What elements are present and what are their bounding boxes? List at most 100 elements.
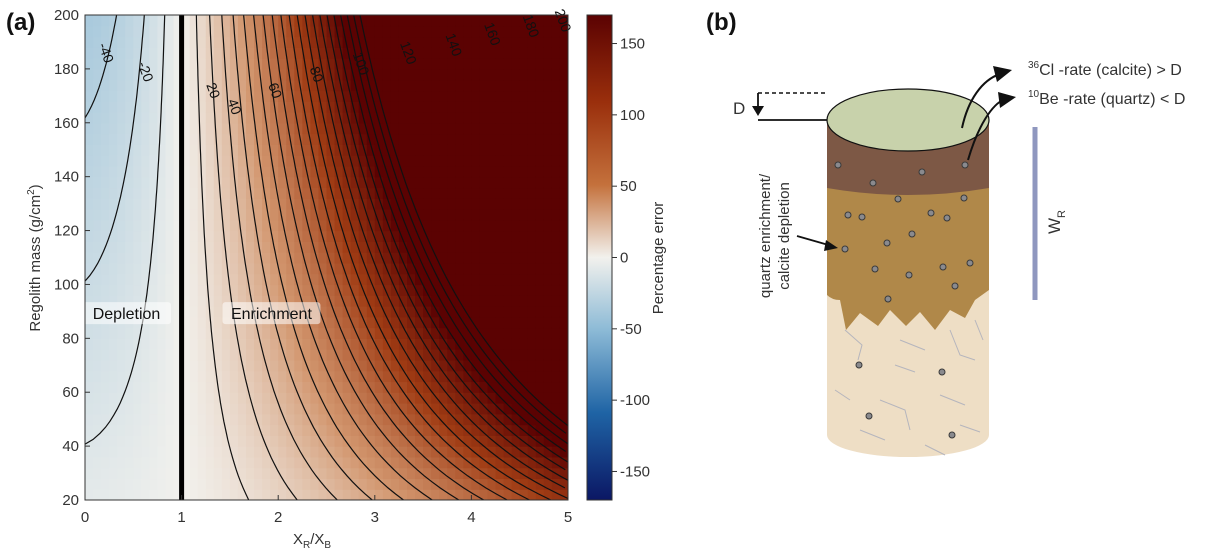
heatmap-cell — [423, 284, 432, 296]
heatmap-cell — [374, 273, 384, 286]
heatmap-cell — [318, 446, 328, 458]
heatmap-cell — [254, 198, 263, 210]
heatmap-cell — [447, 112, 456, 124]
heatmap-cell — [447, 144, 456, 156]
heatmap-cell — [358, 316, 368, 329]
heatmap-cell — [543, 165, 553, 178]
heatmap-cell — [495, 284, 505, 296]
heatmap-cell — [197, 381, 207, 393]
heatmap-cell — [479, 25, 489, 38]
heatmap-cell — [109, 359, 118, 372]
heatmap-cell — [559, 478, 568, 490]
heatmap-cell — [125, 381, 134, 393]
heatmap-cell — [93, 68, 102, 81]
heatmap-cell — [439, 25, 448, 38]
heatmap-cell — [173, 25, 183, 38]
heatmap-cell — [326, 133, 336, 145]
heatmap-cell — [535, 90, 545, 102]
heatmap-cell — [519, 15, 529, 27]
heatmap-cell — [407, 327, 416, 339]
heatmap-cell — [390, 435, 400, 447]
contour-line — [243, 15, 404, 500]
heatmap-cell — [431, 273, 440, 286]
heatmap-cell — [237, 36, 247, 48]
heatmap-cell — [213, 252, 223, 264]
heatmap-cell — [503, 349, 513, 361]
heatmap-cell — [342, 295, 352, 307]
heatmap-cell — [157, 381, 167, 393]
heatmap-cell — [254, 370, 263, 383]
heatmap-cell — [382, 219, 392, 232]
heatmap-cell — [479, 90, 489, 102]
heatmap-cell — [398, 424, 408, 436]
heatmap-cell — [221, 489, 231, 500]
heatmap-cell — [246, 90, 255, 102]
heatmap-cell — [141, 133, 150, 145]
heatmap-cell — [302, 25, 311, 38]
heatmap-cell — [109, 122, 118, 135]
heatmap-cell — [294, 403, 303, 415]
heatmap-cell — [527, 338, 537, 350]
heatmap-cell — [246, 273, 255, 286]
heatmap-cell — [527, 456, 537, 469]
heatmap-cell — [487, 79, 497, 92]
heatmap-cell — [189, 349, 199, 361]
heatmap-cell — [229, 349, 239, 361]
heatmap-cell — [342, 176, 352, 189]
heatmap-cell — [85, 101, 94, 113]
heatmap-cell — [189, 338, 199, 350]
heatmap-cell — [125, 392, 134, 404]
heatmap-cell — [382, 349, 392, 361]
heatmap-cell — [487, 122, 497, 135]
heatmap-cell — [165, 165, 175, 178]
heatmap-cell — [149, 338, 159, 350]
heatmap-cell — [93, 381, 102, 393]
heatmap-cell — [471, 133, 481, 145]
heatmap-cell — [141, 359, 150, 372]
heatmap-cell — [310, 403, 320, 415]
heatmap-cell — [463, 241, 472, 253]
heatmap-cell — [423, 101, 432, 113]
heatmap-cell — [439, 252, 448, 264]
heatmap-cell — [109, 489, 118, 500]
heatmap-cell — [447, 413, 456, 426]
heatmap-cell — [141, 424, 150, 436]
heatmap-cell — [85, 252, 94, 264]
heatmap-cell — [213, 176, 223, 189]
heatmap-cell — [398, 187, 408, 199]
heatmap-cell — [439, 187, 448, 199]
heatmap-cell — [197, 122, 207, 135]
heatmap-cell — [85, 187, 94, 199]
heatmap-cell — [407, 209, 416, 221]
heatmap-cell — [165, 58, 175, 70]
heatmap-cell — [350, 349, 360, 361]
heatmap-cell — [270, 165, 279, 178]
heatmap-cell — [463, 273, 472, 286]
heatmap-cell — [93, 15, 102, 27]
heatmap-cell — [382, 467, 392, 480]
heatmap-cell — [382, 187, 392, 199]
heatmap-cell — [519, 198, 529, 210]
heatmap-cell — [551, 68, 561, 81]
heatmap-cell — [181, 456, 191, 469]
heatmap-cell — [535, 435, 545, 447]
heatmap-cell — [366, 424, 376, 436]
heatmap-cell — [237, 47, 247, 59]
heatmap-cell — [278, 47, 287, 59]
heatmap-cell — [254, 165, 263, 178]
heatmap-cell — [415, 68, 424, 81]
heatmap-cell — [213, 112, 223, 124]
heatmap-cell — [455, 306, 464, 318]
heatmap-cell — [471, 370, 481, 383]
heatmap-cell — [495, 262, 505, 275]
heatmap-cell — [181, 209, 191, 221]
heatmap-cell — [390, 413, 400, 426]
heatmap-cell — [221, 187, 231, 199]
heatmap-cell — [302, 349, 311, 361]
heatmap-cell — [519, 230, 529, 242]
heatmap-cell — [495, 413, 505, 426]
heatmap-cell — [358, 467, 368, 480]
heatmap-cell — [310, 122, 320, 135]
heatmap-cell — [133, 144, 142, 156]
